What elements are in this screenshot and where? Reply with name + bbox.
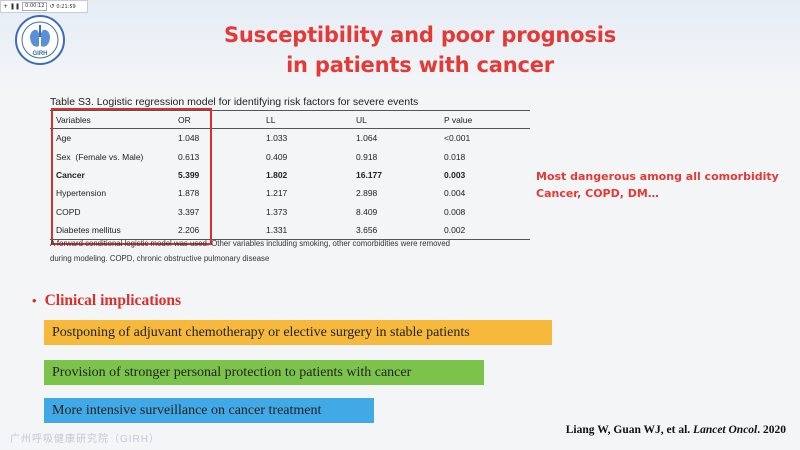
pause-icon[interactable]: ❚❚ — [10, 2, 21, 10]
implications-heading-text: Clinical implications — [44, 292, 182, 309]
citation-journal: Lancet Oncol — [693, 424, 758, 436]
table-row: Hypertension 1.878 1.217 2.898 0.004 — [50, 184, 530, 202]
column-header: LL — [266, 114, 276, 125]
table-row: Cancer 5.399 1.802 16.177 0.003 — [50, 166, 530, 184]
column-header: UL — [356, 114, 367, 125]
institute-logo-icon: GIRH — [15, 15, 65, 65]
slide-title-line1: Susceptibility and poor prognosis — [223, 23, 617, 47]
current-time-field[interactable]: 0:00:12 — [22, 2, 48, 11]
table-cell: 1.048 — [178, 133, 200, 144]
table-cell: 0.018 — [444, 151, 466, 162]
table-cell: 0.613 — [178, 151, 200, 162]
column-header: OR — [178, 114, 191, 125]
table-row: Diabetes mellitus 2.206 1.331 3.656 0.00… — [50, 221, 530, 239]
table-cell: Sex (Female vs. Male) — [56, 151, 144, 162]
table-cell: 0.918 — [356, 151, 378, 162]
table-cell: 3.397 — [178, 206, 200, 217]
implication-item: Postponing of adjuvant chemotherapy or e… — [44, 320, 552, 345]
regression-table: Variables OR LL UL P value Age 1.048 1.0… — [50, 110, 530, 241]
or-highlight-box — [51, 108, 212, 245]
column-header: P value — [444, 114, 473, 125]
table-caption: Table S3. Logistic regression model for … — [50, 96, 419, 108]
table-cell: 16.177 — [356, 170, 382, 181]
table-cell: 1.373 — [266, 206, 288, 217]
table-cell: COPD — [56, 206, 81, 217]
table-cell: 1.802 — [266, 170, 288, 181]
table-footnote-line2: during modeling. COPD, chronic obstructi… — [50, 254, 270, 263]
bullet-icon: • — [32, 293, 37, 308]
institute-watermark: 广州呼吸健康研究院（GIRH） — [10, 434, 160, 445]
citation-authors: Liang W, Guan WJ, et al. — [565, 424, 691, 436]
table-cell: 2.898 — [356, 188, 378, 199]
table-row: Sex (Female vs. Male) 0.613 0.409 0.918 … — [50, 148, 530, 166]
table-cell: 0.004 — [444, 188, 466, 199]
slide-title: Susceptibility and poor prognosis in pat… — [180, 20, 660, 80]
implication-item: More intensive surveillance on cancer tr… — [44, 398, 374, 423]
column-header: Variables — [56, 114, 91, 125]
duration-label: 0:21:59 — [56, 3, 76, 10]
table-cell: 1.217 — [266, 188, 288, 199]
table-cell: Age — [56, 133, 72, 144]
table-cell: 1.878 — [178, 188, 200, 199]
table-cell: 2.206 — [178, 224, 200, 235]
table-cell: 1.064 — [356, 133, 378, 144]
video-player-controls[interactable]: + ❚❚ 0:00:12 ↺ 0:21:59 — [0, 0, 88, 13]
slide-title-line2: in patients with cancer — [286, 53, 554, 77]
comorbidity-note-line2: Cancer, COPD, DM… — [536, 187, 659, 200]
table-cell: 3.656 — [356, 224, 378, 235]
table-cell: 0.002 — [444, 224, 466, 235]
table-cell: 0.409 — [266, 151, 288, 162]
table-cell: 1.331 — [266, 224, 288, 235]
table-row: Age 1.048 1.033 1.064 <0.001 — [50, 129, 530, 147]
table-cell: <0.001 — [444, 133, 471, 144]
table-cell: Diabetes mellitus — [56, 224, 121, 235]
table-cell: 1.033 — [266, 133, 288, 144]
implication-item: Provision of stronger personal protectio… — [44, 360, 484, 385]
add-icon[interactable]: + — [3, 2, 9, 10]
logo-text: GIRH — [33, 51, 48, 57]
table-footnote: A forward conditional logistic model was… — [50, 236, 540, 266]
table-cell: 8.409 — [356, 206, 378, 217]
implications-heading: • Clinical implications — [32, 292, 181, 310]
citation-year: . 2020 — [757, 424, 786, 436]
table-header-row: Variables OR LL UL P value — [50, 111, 530, 130]
comorbidity-note-line1: Most dangerous among all comorbidity — [536, 170, 779, 183]
header-band — [0, 0, 800, 92]
table-cell: Hypertension — [56, 188, 107, 199]
table-cell: Cancer — [56, 170, 85, 181]
table-footnote-line1: A forward conditional logistic model was… — [50, 239, 450, 248]
table-cell: 0.003 — [444, 170, 466, 181]
table-cell: 0.008 — [444, 206, 466, 217]
reload-icon[interactable]: ↺ — [49, 2, 55, 10]
citation: Liang W, Guan WJ, et al. Lancet Oncol. 2… — [566, 424, 786, 436]
table-row: COPD 3.397 1.373 8.409 0.008 — [50, 202, 530, 220]
table-cell: 5.399 — [178, 170, 200, 181]
comorbidity-note: Most dangerous among all comorbidity Can… — [536, 168, 796, 202]
